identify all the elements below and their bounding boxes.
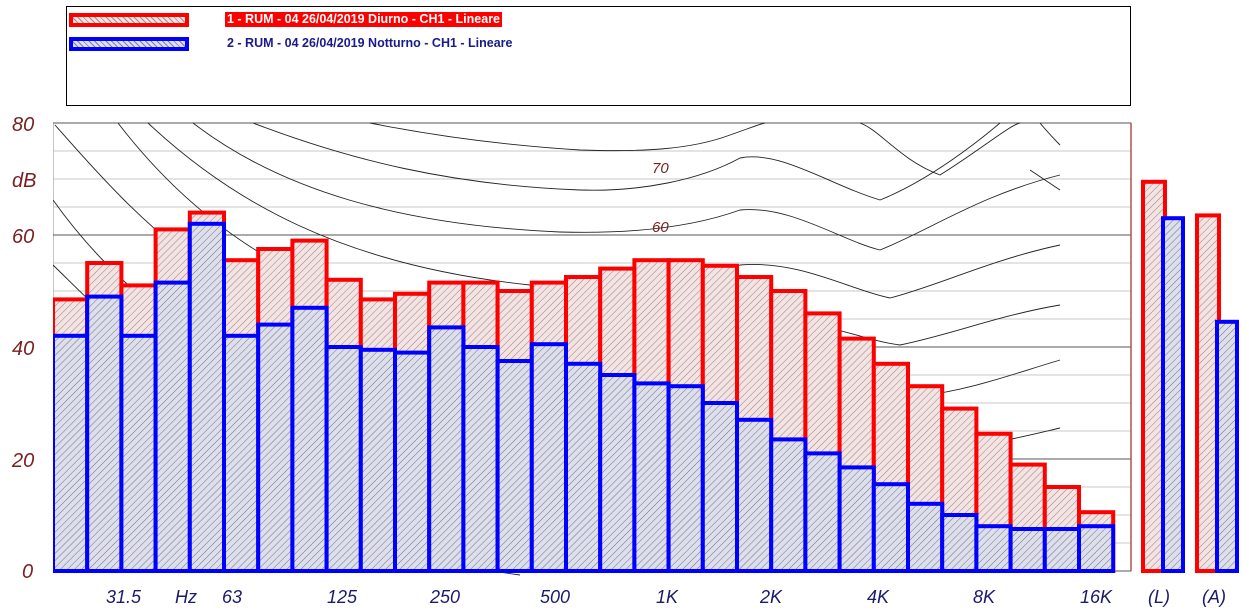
loudness-contour-3 — [252, 122, 1001, 201]
contour-label-70: 70 — [652, 160, 669, 177]
x-tick-label-5: 500 — [540, 587, 570, 607]
x-tick-label-1: Hz — [175, 587, 197, 607]
y-tick-label-60: 60 — [12, 226, 34, 248]
left-gutter — [0, 118, 53, 576]
bar-series2-5 — [222, 333, 261, 573]
x-tick-label-3: 125 — [327, 587, 358, 607]
x-tick-label-12: (A) — [1202, 587, 1226, 607]
bar-series2-14 — [529, 342, 568, 574]
x-tick-label-0: 31.5 — [106, 587, 142, 607]
bar-series2-8 — [324, 345, 363, 573]
bar-series2-24 — [871, 482, 910, 574]
bar-series2-3 — [153, 280, 192, 573]
y-tick-label-0: 0 — [22, 561, 33, 583]
bar-series2-6 — [256, 322, 295, 573]
x-tick-label-4: 250 — [429, 587, 460, 607]
bar-series2-22 — [803, 451, 842, 573]
bar-series2-2 — [119, 333, 158, 573]
bar-series2-12 — [461, 345, 500, 573]
bar-series2-25 — [906, 501, 945, 573]
bar-series2-16 — [598, 373, 637, 573]
bar-series2-9 — [358, 347, 397, 573]
bar-series2-28 — [1008, 527, 1047, 573]
x-tick-label-9: 8K — [973, 587, 996, 607]
x-tick-label-8: 4K — [867, 587, 890, 607]
bar-series2-17 — [632, 381, 671, 573]
bar-series2-0 — [51, 333, 90, 573]
bar-series2-20 — [735, 417, 774, 573]
x-tick-label-7: 2K — [759, 587, 783, 607]
legend-label-series-1: 1 - RUM - 04 26/04/2019 Diurno - CH1 - L… — [225, 12, 503, 27]
legend-swatch-series-2 — [69, 37, 189, 51]
bar-series2-10 — [393, 350, 432, 573]
legend: 1 - RUM - 04 26/04/2019 Diurno - CH1 - L… — [66, 6, 1131, 106]
bar-series2-26 — [940, 513, 979, 573]
bar-series2-18 — [666, 384, 705, 574]
loudness-contour-0 — [369, 122, 766, 152]
y-tick-label-80: 80 — [12, 114, 34, 136]
overall-bar-series2-1 — [1215, 319, 1239, 573]
loudness-contour-4 — [1029, 169, 1061, 191]
y-tick-label-40: 40 — [12, 338, 34, 360]
right-gutter — [1132, 123, 1138, 573]
bar-series2-21 — [769, 437, 808, 573]
x-tick-label-11: (L) — [1148, 587, 1170, 607]
overall-bar-series2-0 — [1161, 216, 1185, 573]
bar-series2-7 — [290, 305, 329, 573]
contour-label-60: 60 — [652, 219, 669, 236]
bar-series2-11 — [427, 325, 466, 573]
loudness-contour-2 — [1039, 122, 1061, 146]
bar-series2-29 — [1042, 527, 1082, 573]
loudness-contour-1 — [859, 122, 1021, 176]
y-axis-label: dB — [12, 170, 36, 192]
bar-series2-1 — [85, 294, 124, 573]
legend-label-series-2: 2 - RUM - 04 26/04/2019 Notturno - CH1 -… — [227, 36, 513, 50]
bar-series2-19 — [700, 401, 739, 573]
legend-swatch-series-1 — [69, 13, 189, 27]
loudness-contour-5 — [192, 122, 1061, 251]
bar-series2-27 — [974, 524, 1013, 574]
bar-series2-15 — [564, 361, 603, 573]
bar-series2-13 — [495, 359, 534, 573]
bar-series2-30 — [1077, 524, 1116, 574]
y-tick-label-20: 20 — [11, 450, 34, 472]
x-tick-label-6: 1K — [656, 587, 679, 607]
x-tick-label-10: 16K — [1080, 587, 1113, 607]
x-tick-label-2: 63 — [222, 587, 242, 607]
bar-series2-4 — [187, 221, 227, 574]
bar-series2-23 — [837, 465, 876, 573]
